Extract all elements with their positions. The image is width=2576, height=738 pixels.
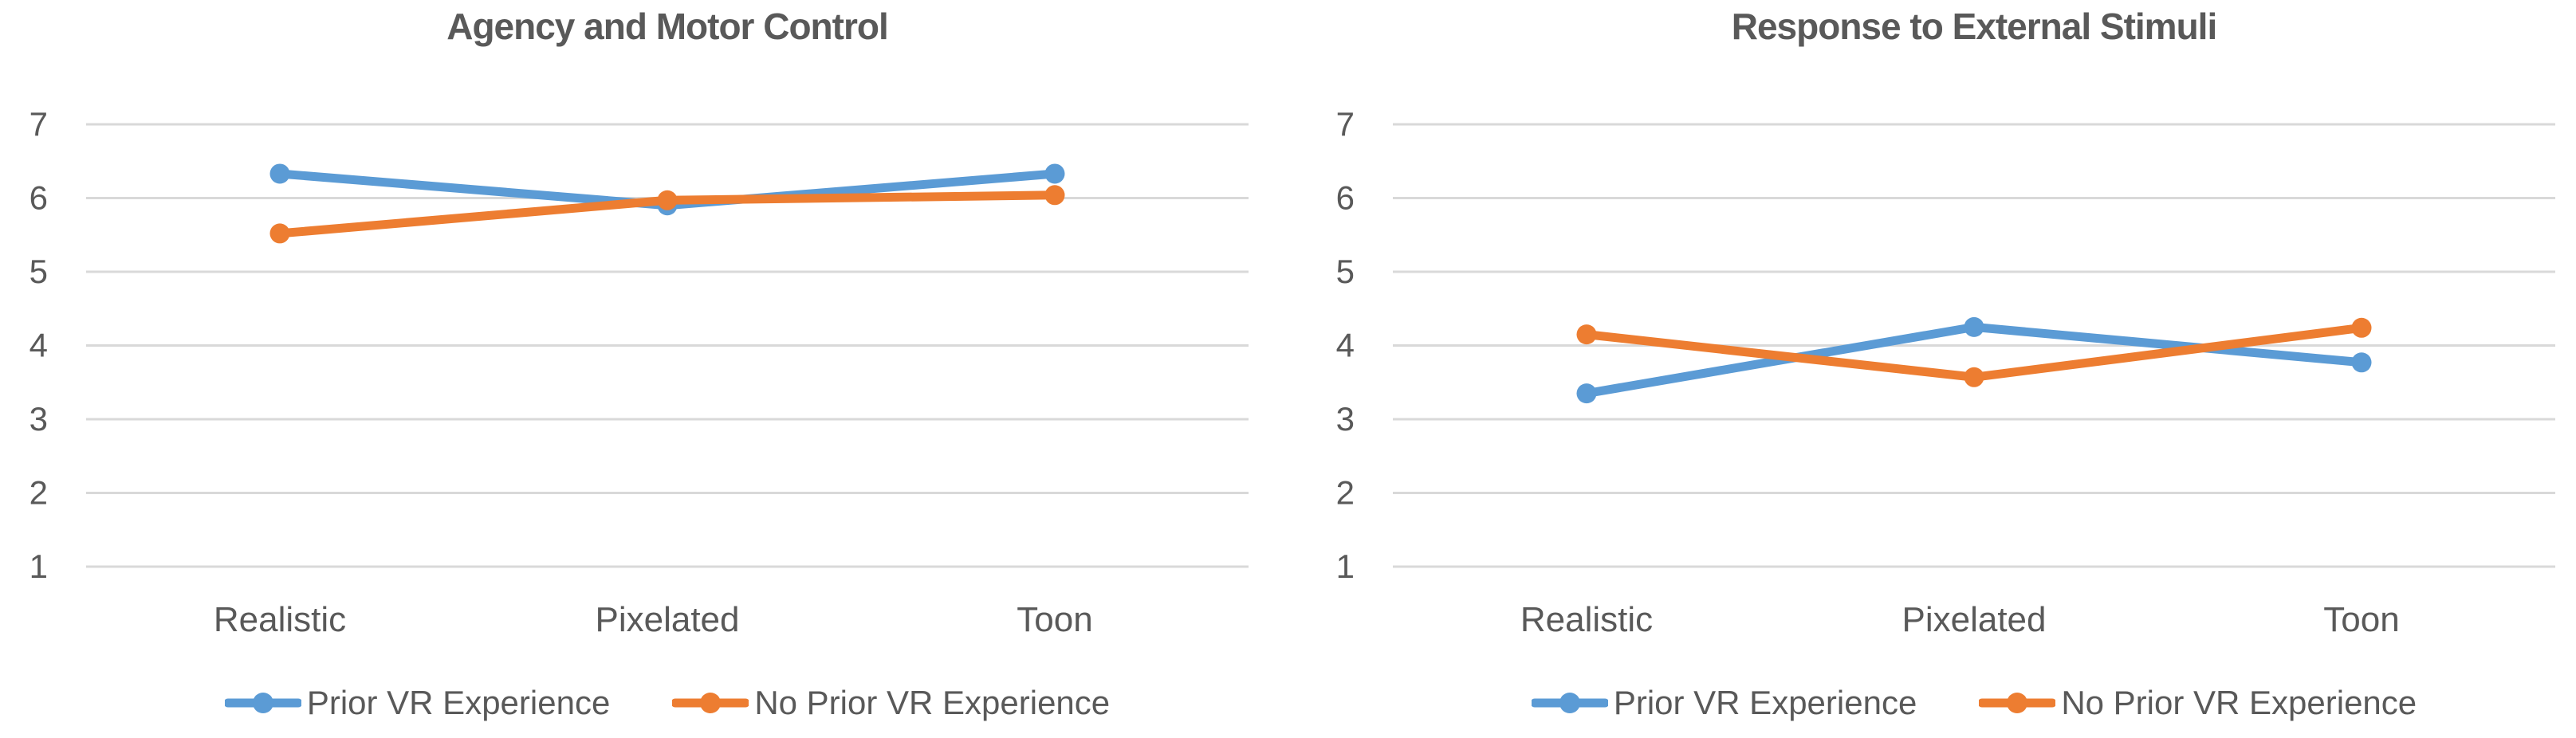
- legend-label: Prior VR Experience: [1613, 684, 1917, 721]
- y-axis-tick-label: 1: [29, 548, 48, 585]
- y-axis-tick-label: 2: [29, 473, 48, 511]
- data-point-marker-no-prior-vr-experience-toon: [1044, 185, 1065, 206]
- data-point-marker-prior-vr-experience-realistic: [269, 163, 290, 184]
- chart-agency-and-motor-control: Agency and Motor Control 7 6 5 4 3 2 1 Realisti…: [29, 6, 1249, 724]
- y-axis-tick-label: 5: [1336, 253, 1355, 290]
- y-axis-tick-label: 6: [29, 179, 48, 216]
- legend-item-no-prior-vr-experience: No Prior VR Experience: [1979, 684, 2417, 722]
- chart-response-to-external-stimuli: Response to External Stimuli 7 6 5 4 3 2 1 Real…: [1288, 0, 2576, 738]
- legend-item-prior-vr-experience: Prior VR Experience: [1531, 684, 1917, 722]
- legend-label: No Prior VR Experience: [2061, 684, 2417, 721]
- plot-area: 7 6 5 4 3 2 1 Realistic Pixelated Toon: [29, 105, 1249, 639]
- y-axis-tick-label: 7: [1336, 105, 1355, 143]
- x-axis-category-label: Toon: [2323, 600, 2399, 639]
- plot-area: 7 6 5 4 3 2 1 Realistic Pixelated Toon: [1336, 105, 2555, 639]
- y-axis-tick-label: 4: [29, 326, 48, 363]
- chart-title: Response to External Stimuli: [1731, 6, 2217, 47]
- y-axis-tick-label: 5: [29, 253, 48, 290]
- y-axis-tick-label: 1: [1336, 548, 1355, 585]
- legend-line-marker-icon: [1531, 693, 1608, 713]
- data-point-marker-prior-vr-experience-pixelated: [1964, 316, 1984, 337]
- legend-item-no-prior-vr-experience: No Prior VR Experience: [672, 684, 1110, 722]
- legend: Prior VR Experience No Prior VR Experienc…: [86, 682, 1249, 724]
- y-axis-tick-label: 7: [29, 105, 48, 143]
- data-point-marker-prior-vr-experience-realistic: [1576, 383, 1597, 404]
- x-axis-category-label: Realistic: [1520, 600, 1653, 639]
- legend: Prior VR Experience No Prior VR Experienc…: [1393, 682, 2555, 724]
- legend-line-marker-icon: [224, 693, 301, 713]
- y-axis-tick-label: 3: [29, 400, 48, 438]
- x-axis-category-label: Pixelated: [1902, 600, 2046, 639]
- legend-dot: [2007, 693, 2028, 713]
- data-point-marker-no-prior-vr-experience-realistic: [1576, 324, 1597, 345]
- legend-label: No Prior VR Experience: [754, 684, 1111, 721]
- y-axis-tick-label: 4: [1336, 326, 1355, 363]
- legend-item-prior-vr-experience: Prior VR Experience: [224, 684, 611, 722]
- x-axis-category-label: Toon: [1017, 600, 1092, 639]
- y-axis-tick-label: 6: [1336, 179, 1355, 216]
- data-point-marker-no-prior-vr-experience-realistic: [269, 223, 290, 244]
- chart-title: Agency and Motor Control: [446, 6, 889, 47]
- legend-dot: [252, 693, 273, 713]
- legend-line-marker-icon: [672, 693, 749, 713]
- data-point-marker-prior-vr-experience-toon: [1044, 163, 1065, 184]
- legend-dot: [700, 693, 722, 713]
- x-axis-category-label: Pixelated: [595, 600, 739, 639]
- data-point-marker-prior-vr-experience-toon: [2351, 352, 2372, 373]
- data-point-marker-no-prior-vr-experience-toon: [2351, 317, 2372, 338]
- data-point-marker-no-prior-vr-experience-pixelated: [1964, 367, 1984, 387]
- legend-label: Prior VR Experience: [306, 684, 611, 721]
- legend-dot: [1559, 693, 1580, 713]
- data-point-marker-no-prior-vr-experience-pixelated: [657, 190, 678, 210]
- legend-line-marker-icon: [1979, 693, 2056, 713]
- y-axis-tick-label: 3: [1336, 400, 1355, 438]
- y-axis-tick-label: 2: [1336, 473, 1355, 511]
- x-axis-category-label: Realistic: [214, 600, 346, 639]
